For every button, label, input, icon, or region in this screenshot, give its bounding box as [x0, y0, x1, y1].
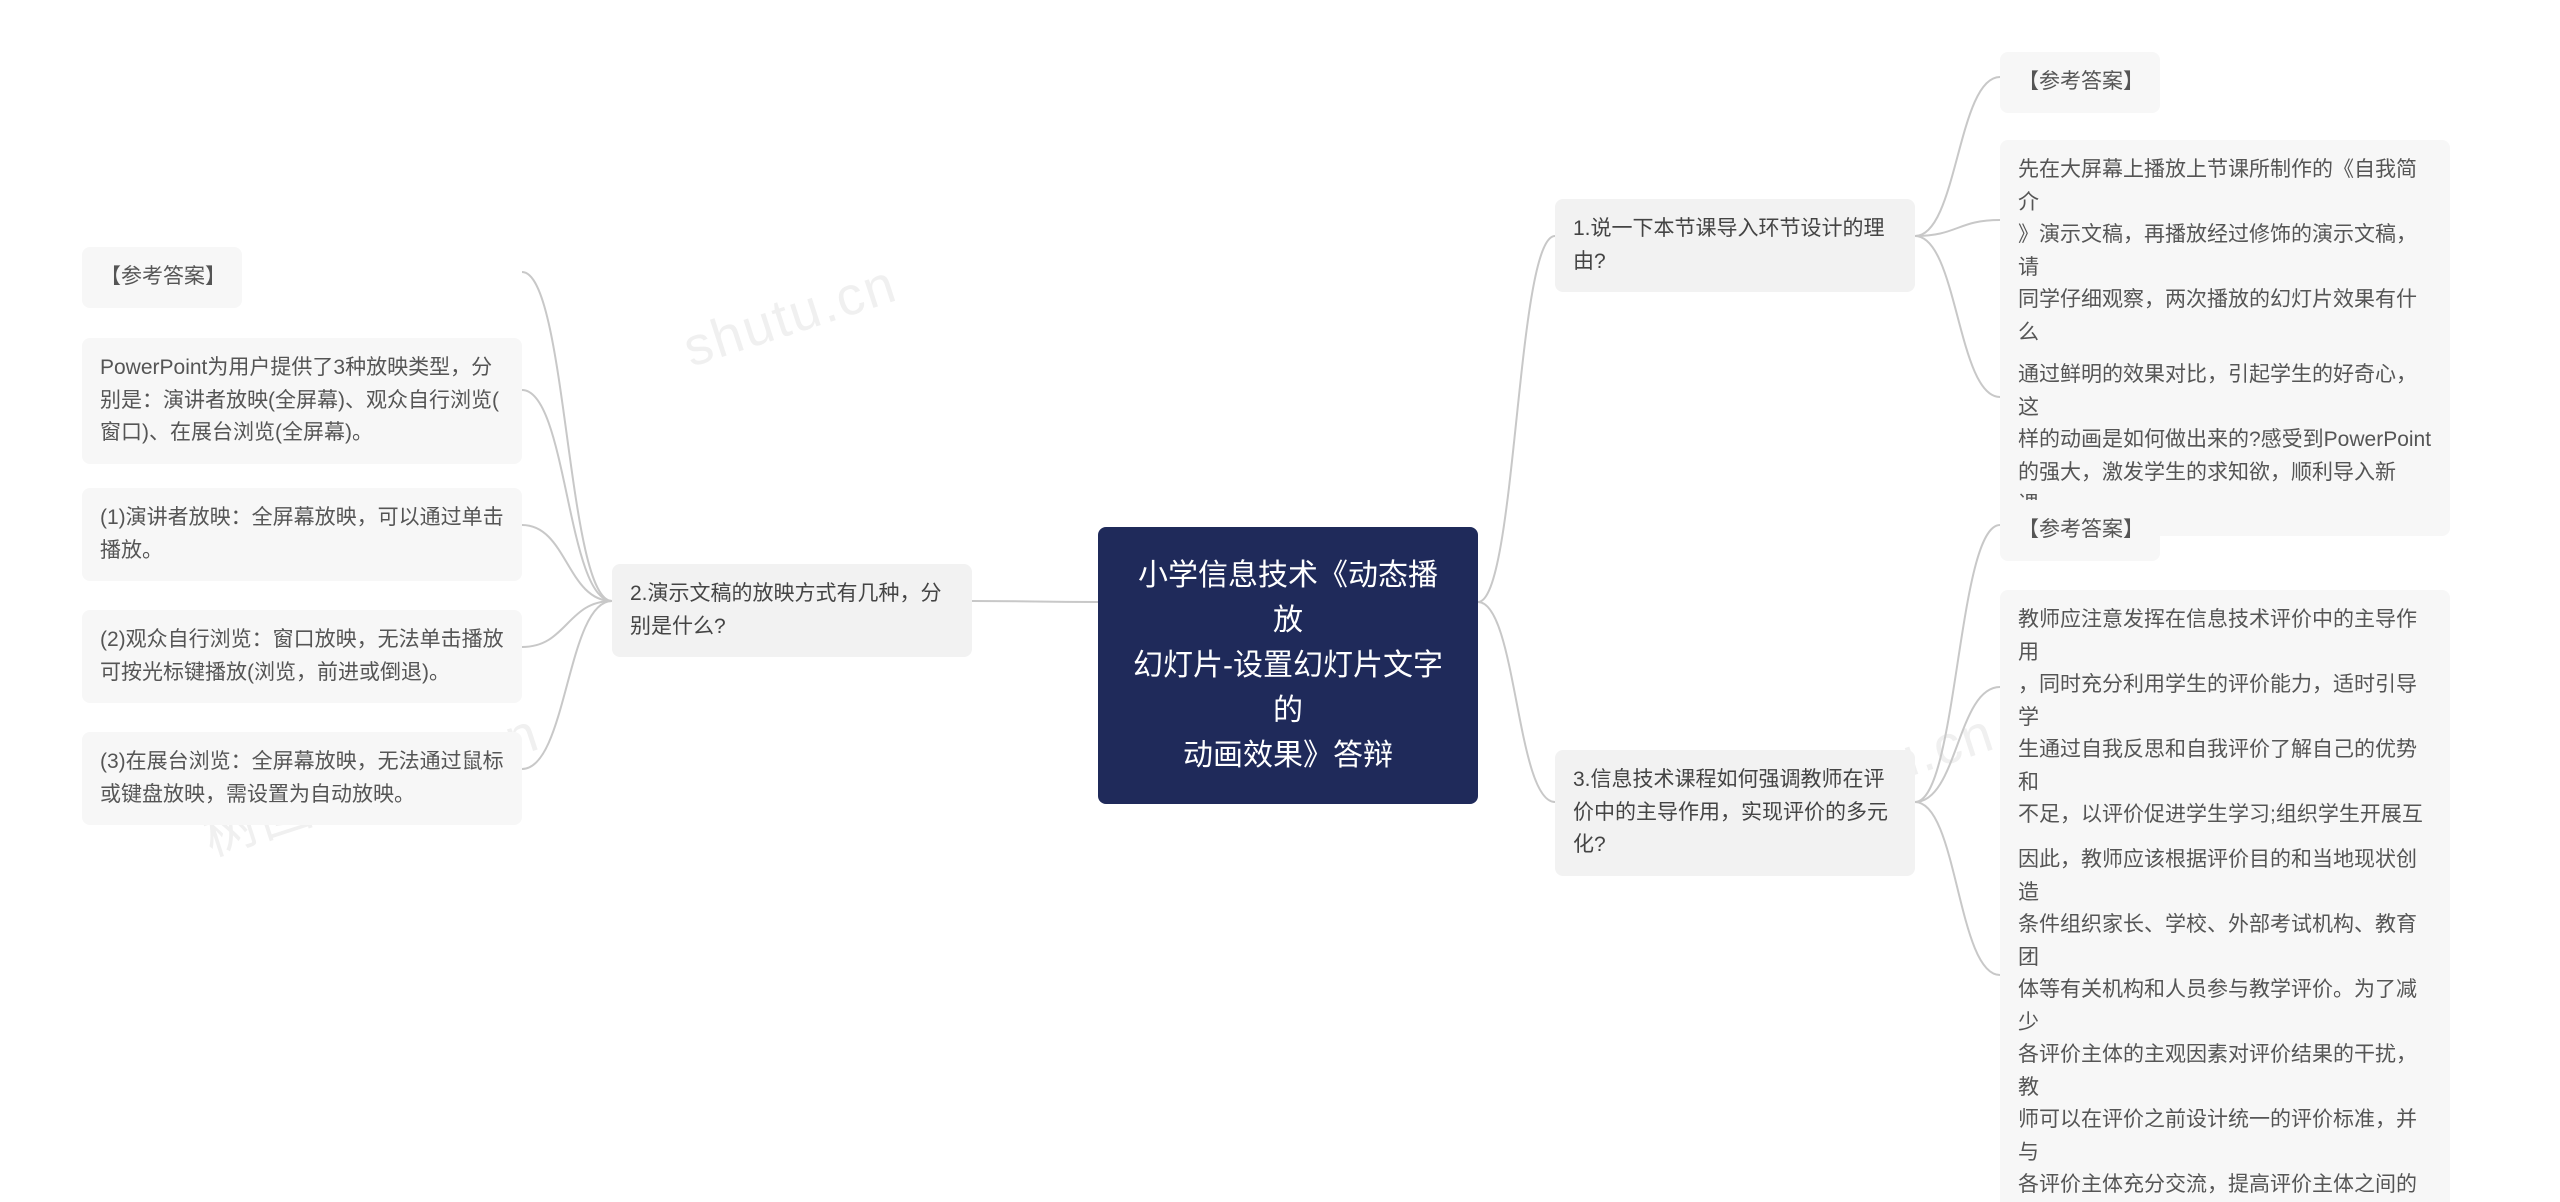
leaf-q2-answer-label: 【参考答案】	[82, 247, 242, 308]
branch-q2[interactable]: 2.演示文稿的放映方式有几种，分别是什么?	[612, 564, 972, 657]
leaf-q2-answer-1: PowerPoint为用户提供了3种放映类型，分别是：演讲者放映(全屏幕)、观众…	[82, 338, 522, 464]
leaf-q3-answer-2: 因此，教师应该根据评价目的和当地现状创造条件组织家长、学校、外部考试机构、教育团…	[2000, 830, 2450, 1202]
root-node[interactable]: 小学信息技术《动态播放幻灯片-设置幻灯片文字的动画效果》答辩	[1098, 527, 1478, 804]
leaf-q1-answer-label: 【参考答案】	[2000, 52, 2160, 113]
mindmap-canvas: shutu.cn 树图 shutu.cn 树图 shutu.cn 小学信息技术《…	[0, 0, 2560, 1202]
leaf-q2-answer-3: (2)观众自行浏览：窗口放映，无法单击播放可按光标键播放(浏览，前进或倒退)。	[82, 610, 522, 703]
branch-q3[interactable]: 3.信息技术课程如何强调教师在评价中的主导作用，实现评价的多元化?	[1555, 750, 1915, 876]
leaf-q2-answer-2: (1)演讲者放映：全屏幕放映，可以通过单击播放。	[82, 488, 522, 581]
branch-q1[interactable]: 1.说一下本节课导入环节设计的理由?	[1555, 199, 1915, 292]
leaf-q2-answer-4: (3)在展台浏览：全屏幕放映，无法通过鼠标或键盘放映，需设置为自动放映。	[82, 732, 522, 825]
leaf-q3-answer-label: 【参考答案】	[2000, 500, 2160, 561]
